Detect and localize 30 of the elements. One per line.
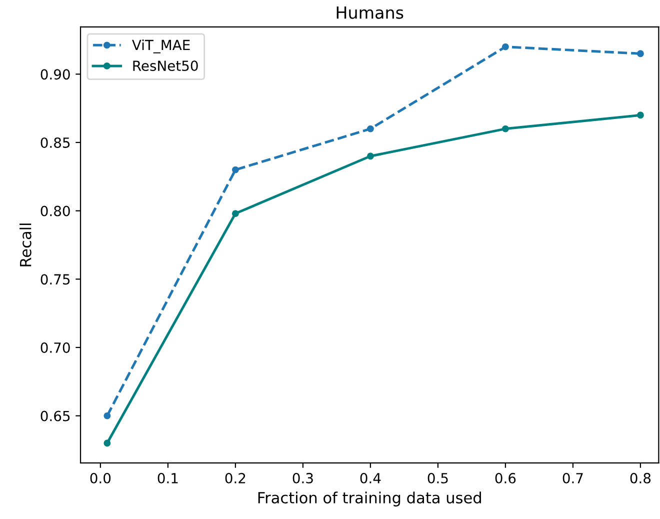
- x-tick-label: 0.4: [360, 472, 381, 484]
- x-tick-label: 0.0: [90, 472, 111, 484]
- point: [636, 112, 644, 119]
- point: [104, 412, 111, 420]
- x-tick-label: 0.8: [630, 472, 651, 484]
- chart-title: Humans: [336, 6, 404, 19]
- y-tick-label: 0.75: [40, 274, 70, 285]
- x-tick-label: 0.3: [292, 472, 313, 484]
- point: [232, 210, 239, 218]
- x-axis-title: Fraction of training data used: [258, 492, 481, 506]
- x-tick-label: 0.7: [562, 472, 583, 484]
- y-tick-label: 0.90: [40, 69, 70, 80]
- legend-label: ResNet50: [133, 60, 198, 72]
- y-axis-title: Recall: [20, 224, 32, 266]
- x-tick-label: 0.1: [158, 472, 178, 484]
- point: [232, 166, 239, 174]
- point: [502, 43, 509, 50]
- legend-label: ViT_MAE: [132, 39, 190, 54]
- point: [366, 125, 374, 132]
- x-tick-label: 0.5: [428, 472, 448, 484]
- point: [636, 50, 644, 58]
- x-tick-label: 0.6: [495, 472, 516, 484]
- x-tick-label: 0.2: [225, 472, 246, 484]
- point: [104, 440, 111, 447]
- y-tick-label: 0.70: [40, 342, 70, 353]
- y-tick-label: 0.65: [40, 410, 70, 422]
- y-tick-label: 0.80: [40, 206, 70, 216]
- point: [502, 125, 509, 132]
- y-tick-label: 0.85: [40, 137, 70, 148]
- point: [366, 152, 374, 160]
